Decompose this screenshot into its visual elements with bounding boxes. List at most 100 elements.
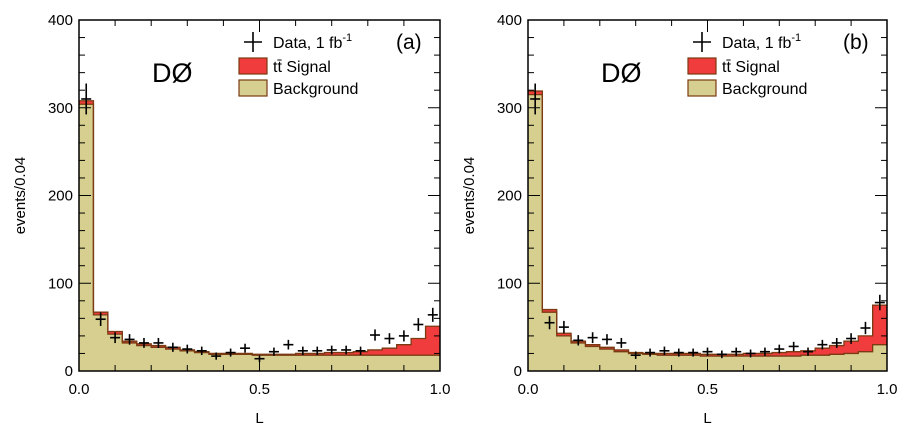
data-point (544, 316, 555, 330)
data-point (601, 334, 612, 345)
legend-data-superscript: -1 (791, 32, 801, 44)
data-point (616, 337, 627, 348)
panel-label: (a) (396, 31, 422, 54)
data-point (759, 347, 770, 356)
data-point (803, 347, 814, 356)
legend-background-swatch (687, 79, 717, 97)
data-point (788, 341, 799, 352)
data-point (81, 83, 92, 115)
x-axis-title: L (703, 410, 711, 427)
data-point (225, 348, 236, 357)
legend-signal-swatch (238, 57, 268, 75)
data-point (283, 339, 294, 350)
y-tick-label: 100 (497, 275, 522, 292)
data-point (530, 83, 541, 115)
data-point (774, 344, 785, 354)
data-point (427, 307, 438, 322)
data-point (716, 350, 727, 359)
legend-background-swatch (238, 79, 268, 97)
data-point (630, 351, 641, 359)
data-point (182, 344, 193, 354)
x-tick-label: 0.5 (249, 381, 270, 398)
x-tick-label: 1.0 (877, 381, 898, 398)
data-point (846, 333, 857, 344)
data-point (384, 333, 395, 344)
x-tick-label: 1.0 (430, 381, 451, 398)
panel-label: (b) (843, 31, 869, 54)
y-tick-label: 0 (514, 363, 522, 380)
y-tick-label: 100 (48, 275, 73, 292)
signal-area (79, 100, 440, 356)
data-point (124, 334, 135, 345)
data-point (370, 329, 381, 341)
experiment-label: DØ (601, 58, 642, 88)
data-point (645, 348, 656, 357)
x-tick-label: 0.5 (697, 381, 718, 398)
data-point (688, 348, 699, 357)
background-outline (79, 103, 440, 356)
y-axis-title: events/0.04 (12, 157, 29, 235)
total-outline (528, 90, 887, 355)
data-point (95, 312, 106, 326)
x-tick-label: 0.0 (69, 381, 90, 398)
legend-signal-label: tt̄ Signal (273, 59, 331, 76)
legend-data-label: Data, 1 fb-1 (722, 32, 801, 52)
background-area (79, 104, 440, 372)
legend-data-superscript: -1 (342, 32, 352, 44)
y-tick-label: 400 (497, 12, 522, 29)
data-point (874, 294, 885, 311)
data-point (138, 337, 149, 348)
data-point (831, 337, 842, 348)
data-point (398, 330, 409, 342)
signal-area (528, 91, 887, 357)
legend-background-label: Background (722, 81, 807, 98)
experiment-label: DØ (152, 58, 193, 88)
data-point (587, 332, 598, 344)
data-point (341, 345, 352, 355)
y-tick-label: 200 (497, 188, 522, 205)
data-point (745, 349, 756, 358)
data-point (110, 332, 121, 344)
legend-data-text: Data, 1 fb (722, 35, 791, 52)
data-point (817, 339, 828, 350)
data-point (326, 345, 337, 355)
y-tick-label: 300 (497, 100, 522, 117)
data-point (558, 320, 569, 334)
legend: Data, 1 fb-1 tt̄ Signal Background (238, 32, 358, 98)
data-point (211, 352, 222, 360)
background-area (528, 94, 887, 372)
total-outline (79, 100, 440, 355)
legend: Data, 1 fb-1 tt̄ Signal Background (687, 32, 807, 98)
y-tick-label: 0 (65, 363, 73, 380)
legend-data-text: Data, 1 fb (273, 35, 342, 52)
legend-signal-swatch (687, 57, 717, 75)
data-point (167, 342, 178, 352)
data-point (413, 318, 424, 331)
data-point (731, 347, 742, 356)
data-point (312, 346, 323, 356)
data-point (297, 346, 308, 356)
data-point (240, 343, 251, 353)
legend-background-label: Background (273, 81, 358, 98)
data-point (659, 346, 670, 356)
x-tick-label: 0.0 (518, 381, 539, 398)
data-point (268, 347, 279, 356)
data-point (860, 321, 871, 335)
data-point (153, 337, 164, 348)
y-axis-title: events/0.04 (461, 157, 478, 235)
y-tick-label: 400 (48, 12, 73, 29)
legend-signal-label: tt̄ Signal (722, 59, 780, 76)
background-outline (528, 93, 887, 357)
data-point (355, 346, 366, 356)
data-point (673, 348, 684, 357)
data-point (196, 346, 207, 356)
data-point (573, 335, 584, 346)
y-tick-label: 200 (48, 188, 73, 205)
legend-data-label: Data, 1 fb-1 (273, 32, 352, 52)
y-tick-label: 300 (48, 100, 73, 117)
x-axis-title: L (255, 410, 263, 427)
